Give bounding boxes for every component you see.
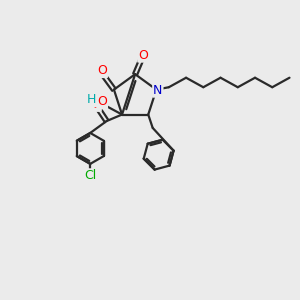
Text: O: O <box>97 64 107 77</box>
Text: O: O <box>138 49 148 62</box>
Text: Cl: Cl <box>84 169 96 182</box>
Text: O: O <box>97 95 107 108</box>
Text: N: N <box>153 84 163 97</box>
Text: O: O <box>91 98 101 111</box>
Text: H: H <box>86 93 96 106</box>
